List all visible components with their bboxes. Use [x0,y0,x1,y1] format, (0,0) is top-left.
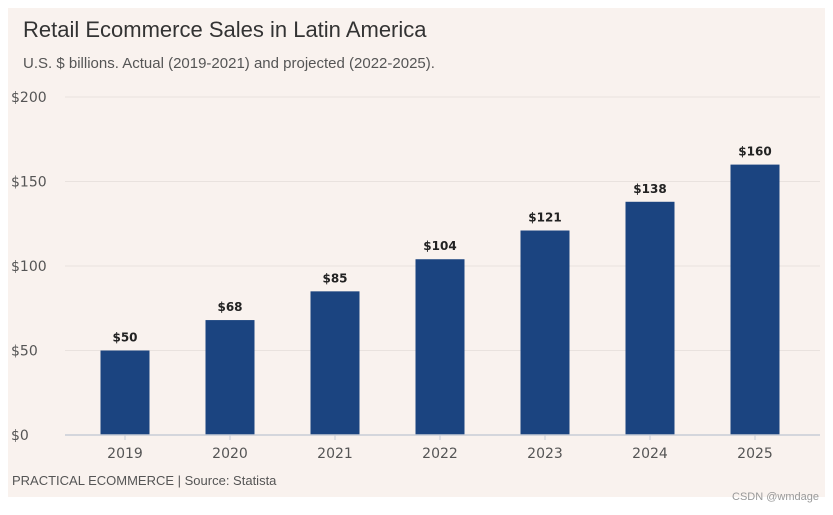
bar [310,291,360,435]
x-tick-label: 2023 [527,446,563,462]
bars [100,164,780,435]
x-tick-label: 2019 [107,446,143,462]
chart-title: Retail Ecommerce Sales in Latin America [23,17,427,42]
y-tick-label: $50 [11,344,38,360]
data-label: $121 [528,211,561,225]
data-label: $68 [217,300,242,314]
data-label: $50 [112,331,137,345]
x-tick-label: 2020 [212,446,248,462]
watermark: CSDN @wmdage [732,491,819,503]
x-axis-tick-labels: 2019 2020 2021 2022 2023 2024 2025 [107,435,773,462]
data-label: $104 [423,239,456,253]
source-credit: PRACTICAL ECOMMERCE | Source: Statista [12,473,277,488]
chart-subtitle: U.S. $ billions. Actual (2019-2021) and … [23,55,435,72]
bar [205,320,255,435]
bar [520,230,570,435]
bar [730,164,780,435]
data-labels: $50 $68 $85 $104 $121 $138 $160 [112,145,771,345]
data-label: $138 [633,182,666,196]
y-tick-label: $150 [11,175,47,191]
y-axis-tick-labels: $0 $50 $100 $150 $200 [11,90,47,444]
bar [415,259,465,435]
bar-chart: $0$50$100$150$200 $50$68$85$104$121$138$… [11,90,820,462]
bar [100,350,150,435]
x-tick-label: 2022 [422,446,458,462]
y-tick-label: $0 [11,428,29,444]
x-tick-label: 2021 [317,446,353,462]
bar [625,201,675,435]
y-tick-label: $200 [11,90,47,106]
x-tick-label: 2025 [737,446,773,462]
x-tick-label: 2024 [632,446,668,462]
y-tick-label: $100 [11,259,47,275]
data-label: $85 [322,271,347,285]
chart-panel: Retail Ecommerce Sales in Latin America … [8,8,825,497]
data-label: $160 [738,145,771,159]
